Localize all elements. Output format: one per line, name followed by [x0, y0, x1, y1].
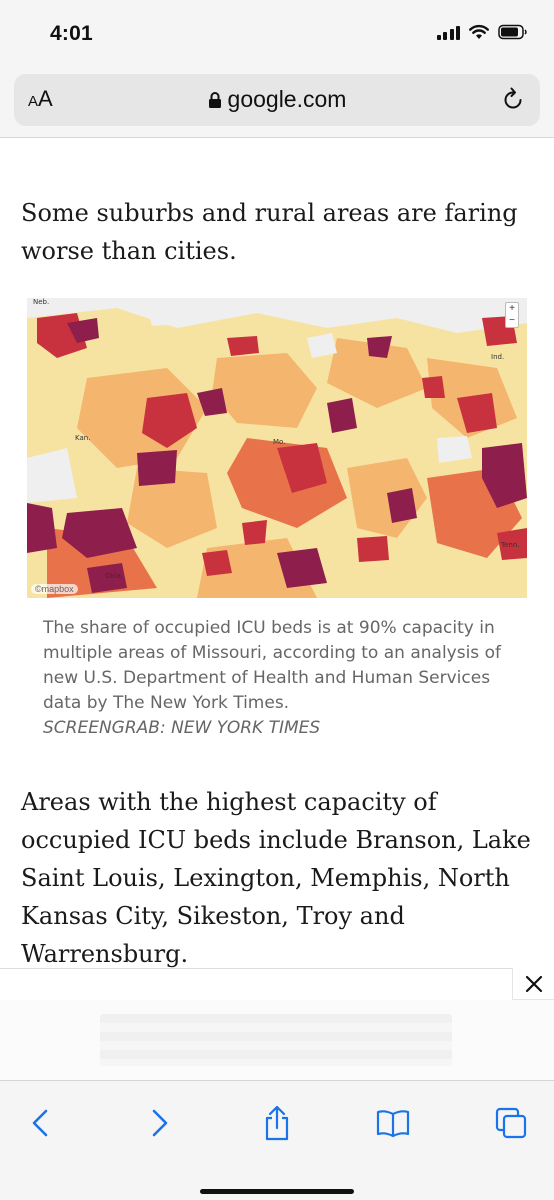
state-label-okla: Okla. [105, 572, 124, 580]
browser-toolbar [0, 1080, 554, 1200]
back-button[interactable] [20, 1103, 60, 1143]
state-label-mo: Mo. [273, 438, 286, 446]
mapbox-attribution[interactable]: ©mapbox [31, 584, 78, 594]
status-bar: 4:01 [0, 0, 554, 68]
choropleth-map-graphic [27, 298, 527, 598]
bookmarks-button[interactable] [373, 1103, 413, 1143]
state-label-ind: Ind. [491, 353, 505, 361]
url-display[interactable]: google.com [14, 86, 540, 113]
status-time: 4:01 [50, 22, 93, 45]
state-label-neb: Neb. [33, 298, 50, 306]
article-paragraph: Areas with the highest capacity of occup… [21, 788, 531, 968]
article-body: Some suburbs and rural areas are faring … [0, 138, 554, 968]
close-icon [525, 975, 542, 992]
map-caption: The share of occupied ICU beds is at 90%… [43, 616, 523, 741]
tabs-button[interactable] [491, 1103, 531, 1143]
tabs-icon [495, 1107, 527, 1139]
text-size-button[interactable]: AA [28, 86, 53, 111]
icu-capacity-map[interactable]: Neb. Kan. Mo. Ind. Tenn. Okla. + − ©mapb… [27, 298, 527, 598]
zoom-out-button[interactable]: − [509, 315, 515, 326]
share-button[interactable] [257, 1103, 297, 1143]
ad-divider [0, 968, 554, 969]
share-icon [265, 1105, 289, 1141]
back-icon [32, 1109, 48, 1137]
state-label-tenn: Tenn. [501, 541, 520, 549]
article-paragraph: Some suburbs and rural areas are faring … [21, 199, 518, 265]
wifi-icon [469, 24, 489, 39]
lock-icon [208, 92, 221, 108]
state-label-kan: Kan. [75, 434, 91, 442]
home-indicator[interactable] [200, 1189, 354, 1194]
caption-text: The share of occupied ICU beds is at 90%… [43, 618, 501, 713]
cellular-signal-icon [436, 24, 460, 40]
zoom-in-button[interactable]: + [509, 303, 515, 314]
battery-icon [498, 24, 527, 40]
url-domain: google.com [227, 86, 347, 112]
status-icons [436, 24, 529, 40]
bookmarks-icon [376, 1110, 410, 1138]
close-ad-button[interactable] [512, 968, 554, 1000]
forward-icon [152, 1109, 168, 1137]
address-bar[interactable]: AA google.com [14, 74, 540, 126]
ad-content[interactable] [100, 1014, 452, 1066]
map-zoom-control[interactable]: + − [505, 302, 519, 328]
browser-address-area: AA google.com [0, 68, 554, 138]
forward-button[interactable] [140, 1103, 180, 1143]
ad-banner[interactable] [0, 1000, 554, 1080]
caption-credit: SCREENGRAB: NEW YORK TIMES [43, 718, 321, 738]
reload-icon[interactable] [500, 87, 526, 113]
